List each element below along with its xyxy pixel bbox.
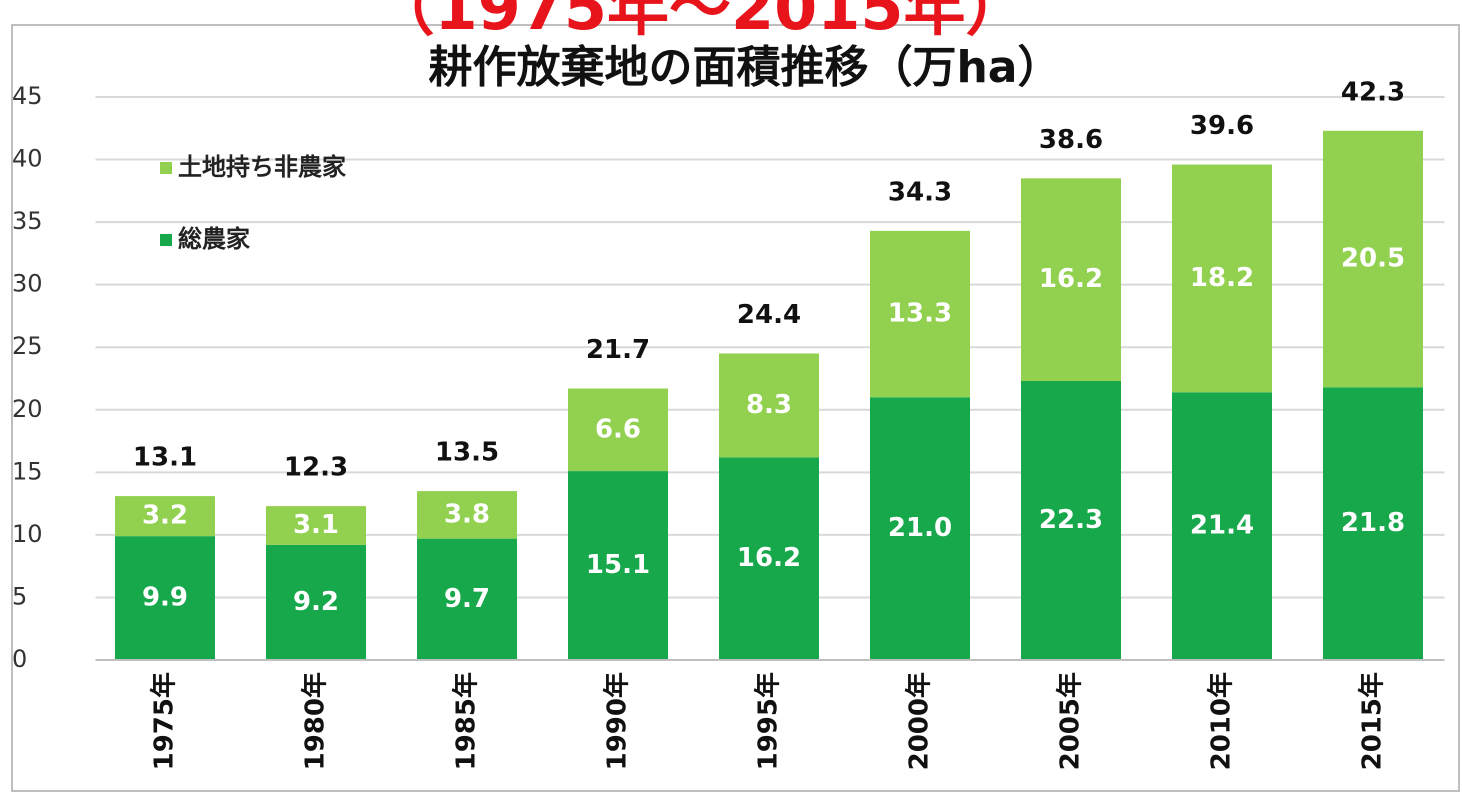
chart-title: 耕作放棄地の面積推移（万ha） [428, 42, 1061, 93]
data-label: 21.0 [888, 513, 952, 543]
data-label: 21.4 [1190, 511, 1254, 541]
bar-segment [1021, 381, 1121, 660]
data-label: 3.8 [444, 499, 490, 529]
data-label: 21.8 [1341, 508, 1405, 538]
legend-swatch [160, 234, 172, 246]
total-label: 13.5 [435, 438, 499, 468]
data-label: 15.1 [586, 550, 650, 580]
bar-segment [417, 538, 517, 660]
bar-segment [568, 388, 668, 472]
y-tick-label: 0 [12, 645, 27, 673]
data-label: 18.2 [1190, 263, 1254, 293]
total-label: 13.1 [133, 443, 197, 473]
y-tick-label: 30 [12, 270, 43, 298]
y-tick-label: 5 [12, 582, 27, 610]
x-tick-label: 2005年 [1055, 672, 1086, 770]
data-label: 20.5 [1341, 244, 1405, 274]
total-label: 34.3 [888, 177, 952, 207]
total-label: 12.3 [284, 453, 348, 483]
y-tick-label: 35 [12, 207, 43, 235]
bar-segment [417, 491, 517, 539]
x-tick-label: 2015年 [1357, 672, 1388, 770]
x-tick-label: 2000年 [904, 672, 935, 770]
total-label: 42.3 [1341, 77, 1405, 107]
bar-segment [1323, 387, 1423, 660]
data-label: 3.2 [142, 501, 188, 531]
legend-label: 土地持ち非農家 [178, 153, 346, 181]
x-tick-label: 2010年 [1206, 672, 1237, 770]
legend-swatch [160, 162, 172, 174]
x-tick-label: 1990年 [602, 672, 633, 770]
data-label: 9.7 [444, 584, 490, 614]
bar-segment [1323, 130, 1423, 388]
bar-segment [1172, 164, 1272, 393]
chart-subtitle: （1975年～2015年） [372, 0, 1027, 44]
bar-segment [266, 506, 366, 545]
data-label: 6.6 [595, 414, 641, 444]
total-label: 21.7 [586, 335, 650, 365]
data-label: 8.3 [746, 390, 792, 420]
bar-segment [870, 397, 970, 660]
data-label: 9.2 [293, 587, 339, 617]
data-label: 3.1 [293, 510, 339, 540]
x-tick-label: 1995年 [753, 672, 784, 770]
data-label: 9.9 [142, 583, 188, 613]
data-label: 22.3 [1039, 505, 1103, 535]
bar-segment [115, 536, 215, 660]
bar-segment [870, 230, 970, 398]
x-tick-label: 1975年 [149, 672, 180, 770]
x-tick-label: 1980年 [300, 672, 331, 770]
bar-segment [1021, 178, 1121, 382]
y-tick-label: 25 [12, 332, 43, 360]
x-tick-label: 1985年 [451, 672, 482, 770]
bar-segment [719, 353, 819, 458]
data-label: 16.2 [737, 543, 801, 573]
data-label: 13.3 [888, 299, 952, 329]
bar-segment [1172, 392, 1272, 660]
chart-frame [11, 24, 1460, 792]
y-tick-label: 15 [12, 457, 43, 485]
data-label: 16.2 [1039, 264, 1103, 294]
bar-segment [115, 496, 215, 537]
y-tick-label: 10 [12, 520, 43, 548]
bar-segment [719, 457, 819, 660]
y-tick-label: 40 [12, 145, 43, 173]
y-tick-label: 20 [12, 395, 43, 423]
total-label: 38.6 [1039, 125, 1103, 155]
bar-segment [266, 544, 366, 660]
bar-segment [568, 471, 668, 660]
y-tick-label: 45 [12, 82, 43, 110]
total-label: 24.4 [737, 300, 801, 330]
legend-label: 総農家 [178, 225, 250, 253]
total-label: 39.6 [1190, 111, 1254, 141]
